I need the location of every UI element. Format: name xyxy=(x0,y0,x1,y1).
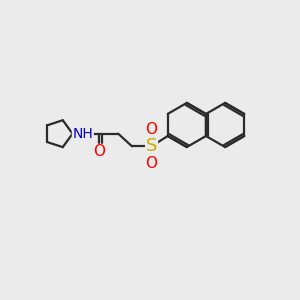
Text: S: S xyxy=(146,137,157,155)
Text: O: O xyxy=(93,144,105,159)
Text: O: O xyxy=(146,156,158,171)
Text: NH: NH xyxy=(73,127,93,141)
Text: O: O xyxy=(146,122,158,137)
